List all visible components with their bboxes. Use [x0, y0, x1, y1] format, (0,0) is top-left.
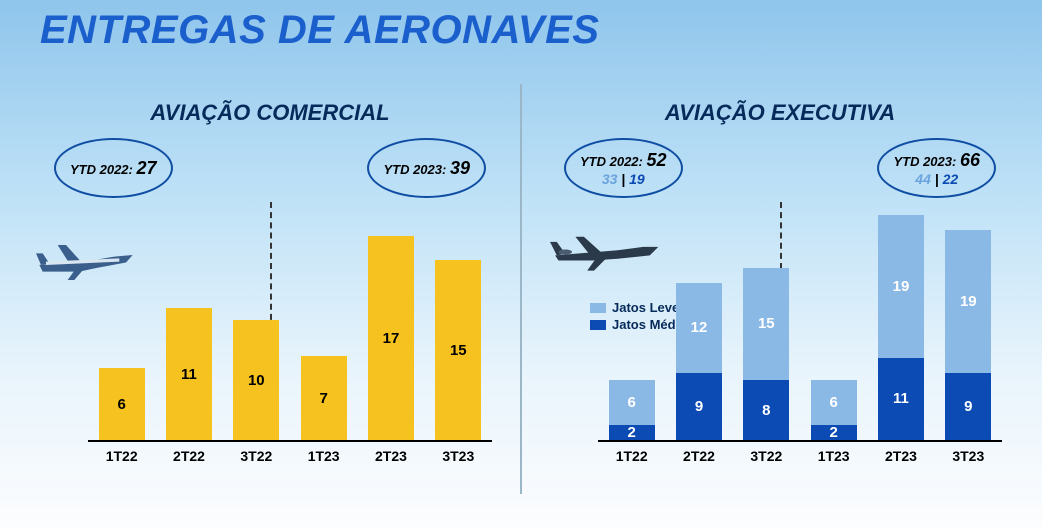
- bar-slot: 61T22: [88, 202, 155, 440]
- bar-slot: 261T22: [598, 202, 665, 440]
- bar-slot: 112T22: [155, 202, 222, 440]
- ytd-label: YTD 2022:: [70, 162, 133, 177]
- x-label: 1T23: [290, 448, 357, 464]
- bar-slot: 8153T22: [733, 202, 800, 440]
- ytd-breakdown-dark: 19: [629, 171, 645, 187]
- ytd-label: YTD 2023:: [383, 162, 446, 177]
- bar-value: 6: [99, 368, 145, 440]
- x-label: 3T22: [733, 448, 800, 464]
- bar-value-light: 6: [811, 380, 857, 425]
- bar-slot: 9193T23: [935, 202, 1002, 440]
- executive-panel: AVIAÇÃO EXECUTIVA YTD 2022: 52 33 | 19 Y…: [550, 100, 1010, 510]
- bar: 26: [609, 380, 655, 440]
- bar-value-light: 12: [676, 283, 722, 373]
- bar-value: 15: [435, 260, 481, 440]
- bar-value-light: 6: [609, 380, 655, 425]
- bar-value: 10: [233, 320, 279, 440]
- bar: 26: [811, 380, 857, 440]
- executive-badges: YTD 2022: 52 33 | 19 YTD 2023: 66 44 | 2…: [550, 138, 1010, 198]
- executive-ytd-2022-badge: YTD 2022: 52 33 | 19: [564, 138, 683, 198]
- bar-value-dark: 8: [743, 380, 789, 440]
- ytd-value: 66: [960, 150, 980, 170]
- ytd-label: YTD 2022:: [580, 154, 643, 169]
- bar-value-dark: 9: [676, 373, 722, 441]
- bar: 912: [676, 283, 722, 441]
- bar-value-dark: 2: [811, 425, 857, 440]
- page-title: ENTREGAS DE AERONAVES: [40, 8, 599, 53]
- ytd-breakdown-light: 44: [915, 171, 931, 187]
- bar-value-light: 19: [945, 230, 991, 373]
- x-label: 2T22: [665, 448, 732, 464]
- executive-ytd-2023-badge: YTD 2023: 66 44 | 22: [877, 138, 996, 198]
- bar-value-dark: 2: [609, 425, 655, 440]
- bar-value-light: 19: [878, 215, 924, 358]
- x-label: 1T22: [88, 448, 155, 464]
- commercial-panel: AVIAÇÃO COMERCIAL YTD 2022: 27 YTD 2023:…: [40, 100, 500, 510]
- commercial-chart: 61T22112T22103T2271T23172T23153T23: [40, 202, 500, 472]
- bar-slot: 172T23: [357, 202, 424, 440]
- commercial-ytd-2022-badge: YTD 2022: 27: [54, 138, 173, 198]
- bar: 11: [166, 308, 212, 440]
- bar-slot: 71T23: [290, 202, 357, 440]
- bar: 1119: [878, 215, 924, 440]
- center-divider: [520, 84, 522, 494]
- ytd-value: 27: [137, 158, 157, 178]
- bar-slot: 153T23: [425, 202, 492, 440]
- ytd-value: 39: [450, 158, 470, 178]
- bar-slot: 9122T22: [665, 202, 732, 440]
- bar-slot: 11192T23: [867, 202, 934, 440]
- ytd-breakdown-light: 33: [602, 171, 618, 187]
- x-label: 2T23: [357, 448, 424, 464]
- bar-slot: 103T22: [223, 202, 290, 440]
- bar: 7: [301, 356, 347, 440]
- ytd-breakdown-dark: 22: [943, 171, 959, 187]
- bar: 815: [743, 268, 789, 441]
- bar-value: 11: [166, 308, 212, 440]
- x-label: 3T23: [935, 448, 1002, 464]
- bar: 15: [435, 260, 481, 440]
- pipe: |: [621, 171, 629, 187]
- commercial-ytd-2023-badge: YTD 2023: 39: [367, 138, 486, 198]
- x-label: 2T23: [867, 448, 934, 464]
- bar: 17: [368, 236, 414, 440]
- commercial-title: AVIAÇÃO COMERCIAL: [40, 100, 500, 126]
- x-label: 2T22: [155, 448, 222, 464]
- x-label: 3T22: [223, 448, 290, 464]
- bar-value: 7: [301, 356, 347, 440]
- ytd-label: YTD 2023:: [893, 154, 956, 169]
- bar: 919: [945, 230, 991, 440]
- bar: 6: [99, 368, 145, 440]
- executive-title: AVIAÇÃO EXECUTIVA: [550, 100, 1010, 126]
- pipe: |: [935, 171, 943, 187]
- bar-value: 17: [368, 236, 414, 440]
- bar-value-dark: 11: [878, 358, 924, 441]
- x-label: 1T23: [800, 448, 867, 464]
- x-label: 1T22: [598, 448, 665, 464]
- bar-value-dark: 9: [945, 373, 991, 441]
- x-label: 3T23: [425, 448, 492, 464]
- bar-value-light: 15: [743, 268, 789, 381]
- bar-slot: 261T23: [800, 202, 867, 440]
- ytd-value: 52: [647, 150, 667, 170]
- commercial-badges: YTD 2022: 27 YTD 2023: 39: [40, 138, 500, 198]
- executive-chart: 261T229122T228153T22261T2311192T239193T2…: [550, 202, 1010, 472]
- bar: 10: [233, 320, 279, 440]
